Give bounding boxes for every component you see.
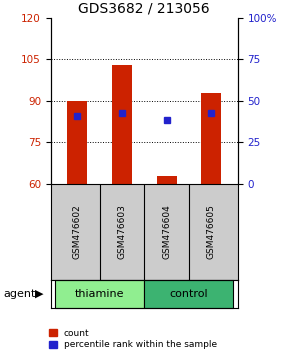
- Text: control: control: [169, 289, 208, 299]
- Text: GSM476605: GSM476605: [206, 204, 215, 259]
- Bar: [68, 101, 88, 184]
- Text: GSM476603: GSM476603: [117, 204, 126, 259]
- Text: GSM476604: GSM476604: [162, 205, 171, 259]
- Bar: [157, 176, 177, 184]
- Bar: [201, 93, 221, 184]
- Legend: count, percentile rank within the sample: count, percentile rank within the sample: [50, 329, 217, 349]
- Text: GSM476602: GSM476602: [73, 205, 82, 259]
- Bar: [144, 280, 233, 308]
- Bar: [112, 65, 132, 184]
- Text: ▶: ▶: [35, 289, 44, 299]
- Title: GDS3682 / 213056: GDS3682 / 213056: [79, 1, 210, 15]
- Text: agent: agent: [3, 289, 35, 299]
- Text: thiamine: thiamine: [75, 289, 124, 299]
- Bar: [55, 280, 144, 308]
